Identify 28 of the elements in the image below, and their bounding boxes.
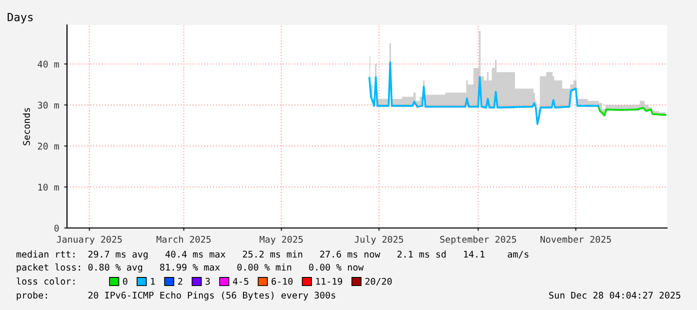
legend-title: loss color: [16,278,75,285]
legend-label: 2 [178,278,182,285]
legend-label: 11-19 [316,278,342,285]
text: median rtt: 29.7 ms avg 40.4 ms max 25.2 ms min 27.6 ms now 2.1 ms sd 14.1 am/s [16,250,528,260]
line-series [368,61,600,125]
legend-label: 3 [206,278,210,285]
x-tick-label: May 2025 [260,236,303,245]
x-tick-label: March 2025 [156,236,211,243]
line-series [597,104,666,116]
x-tick-label: January 2025 [56,236,122,245]
text: Sun Dec 28 04:04:27 2025 [549,292,680,299]
y-tick-label: 40 m [38,60,59,68]
y-tick-label: 20 m [38,142,59,150]
text: packet loss: 0.80 % avg 81.99 % max 0.00 % min 0.00 % now [16,264,364,272]
legend-label: 6-10 [272,278,293,285]
legend-label: 1 [151,278,155,285]
x-tick-label: September 2025 [440,236,516,245]
y-tick-label: 10 m [38,184,59,191]
legend-label: 4-5 [232,278,248,285]
y-axis-title: Seconds [22,108,30,146]
chart-title: Days [8,12,33,24]
legend-label: 0 [123,278,128,285]
text: probe: 20 IPv6-ICMP Echo Pings (56 Bytes) every 300s [16,292,336,300]
x-tick-label: November 2025 [540,236,611,243]
legend-label: 20/20 [365,278,392,286]
y-tick-label: 30 m [38,102,59,109]
x-tick-label: July 2025 [354,236,404,245]
y-tick-label: 0 [54,224,59,232]
